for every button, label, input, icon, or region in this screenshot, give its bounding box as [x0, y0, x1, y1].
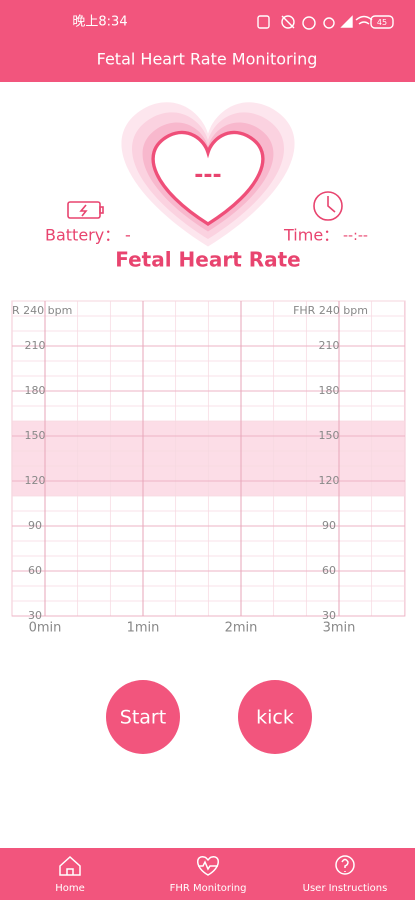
heart-reading: --- — [194, 163, 221, 188]
nav-home[interactable]: Home — [55, 883, 85, 894]
fhr-icon[interactable] — [197, 856, 219, 876]
clock-icon — [313, 191, 343, 221]
y-tick-label-left: 60 — [28, 564, 42, 577]
battery-label: Battery： — [45, 226, 120, 245]
start-label[interactable]: Start — [120, 707, 166, 729]
y-tick-label-right: 90 — [322, 519, 336, 532]
fhr-chart: 30 30 60 60 90 90 120 120 150 150 180 180 210 210 0min… — [11, 300, 406, 636]
x-tick-label: 1min — [127, 621, 160, 636]
y-tick-label-left: 150 — [25, 429, 46, 442]
battery-icon — [67, 201, 104, 219]
x-tick-label: 3min — [323, 621, 356, 636]
header-title: Fetal Heart Rate Monitoring — [97, 50, 318, 69]
status-battery: 45 — [377, 18, 387, 27]
y-tick-label-right: 60 — [322, 564, 336, 577]
right-axis-title: FHR 240 bpm — [293, 304, 368, 317]
help-icon[interactable] — [335, 855, 355, 875]
time-label: Time： — [283, 226, 339, 245]
nav-icons — [59, 855, 355, 876]
kick-button[interactable] — [238, 680, 312, 754]
y-tick-label-right: 180 — [319, 384, 340, 397]
y-tick-label-left: 210 — [25, 339, 46, 352]
y-tick-label-left: 30 — [28, 609, 42, 622]
time-value: --:-- — [343, 228, 368, 244]
kick-label[interactable]: kick — [256, 707, 294, 729]
status-icons — [257, 15, 394, 30]
y-tick-label-left: 90 — [28, 519, 42, 532]
y-tick-label-left: 180 — [25, 384, 46, 397]
left-axis-title: R 240 bpm — [12, 304, 72, 317]
y-tick-label-right: 210 — [319, 339, 340, 352]
battery-value: - — [125, 226, 131, 245]
start-button[interactable] — [106, 680, 180, 754]
status-time: 晚上8:34 — [72, 15, 127, 30]
heart-inner — [151, 130, 265, 226]
y-tick-label-right: 150 — [319, 429, 340, 442]
y-tick-label-right: 30 — [322, 609, 336, 622]
x-tick-label: 2min — [225, 621, 258, 636]
nav-instructions[interactable]: User Instructions — [303, 883, 388, 894]
header-bar — [0, 0, 415, 82]
heart-graphic — [121, 102, 295, 247]
nav-fhr[interactable]: FHR Monitoring — [170, 883, 247, 894]
home-icon[interactable] — [59, 855, 81, 876]
x-tick-label: 0min — [29, 621, 62, 636]
y-tick-label-left: 120 — [25, 474, 46, 487]
section-title: Fetal Heart Rate — [115, 248, 301, 272]
y-tick-label-right: 120 — [319, 474, 340, 487]
